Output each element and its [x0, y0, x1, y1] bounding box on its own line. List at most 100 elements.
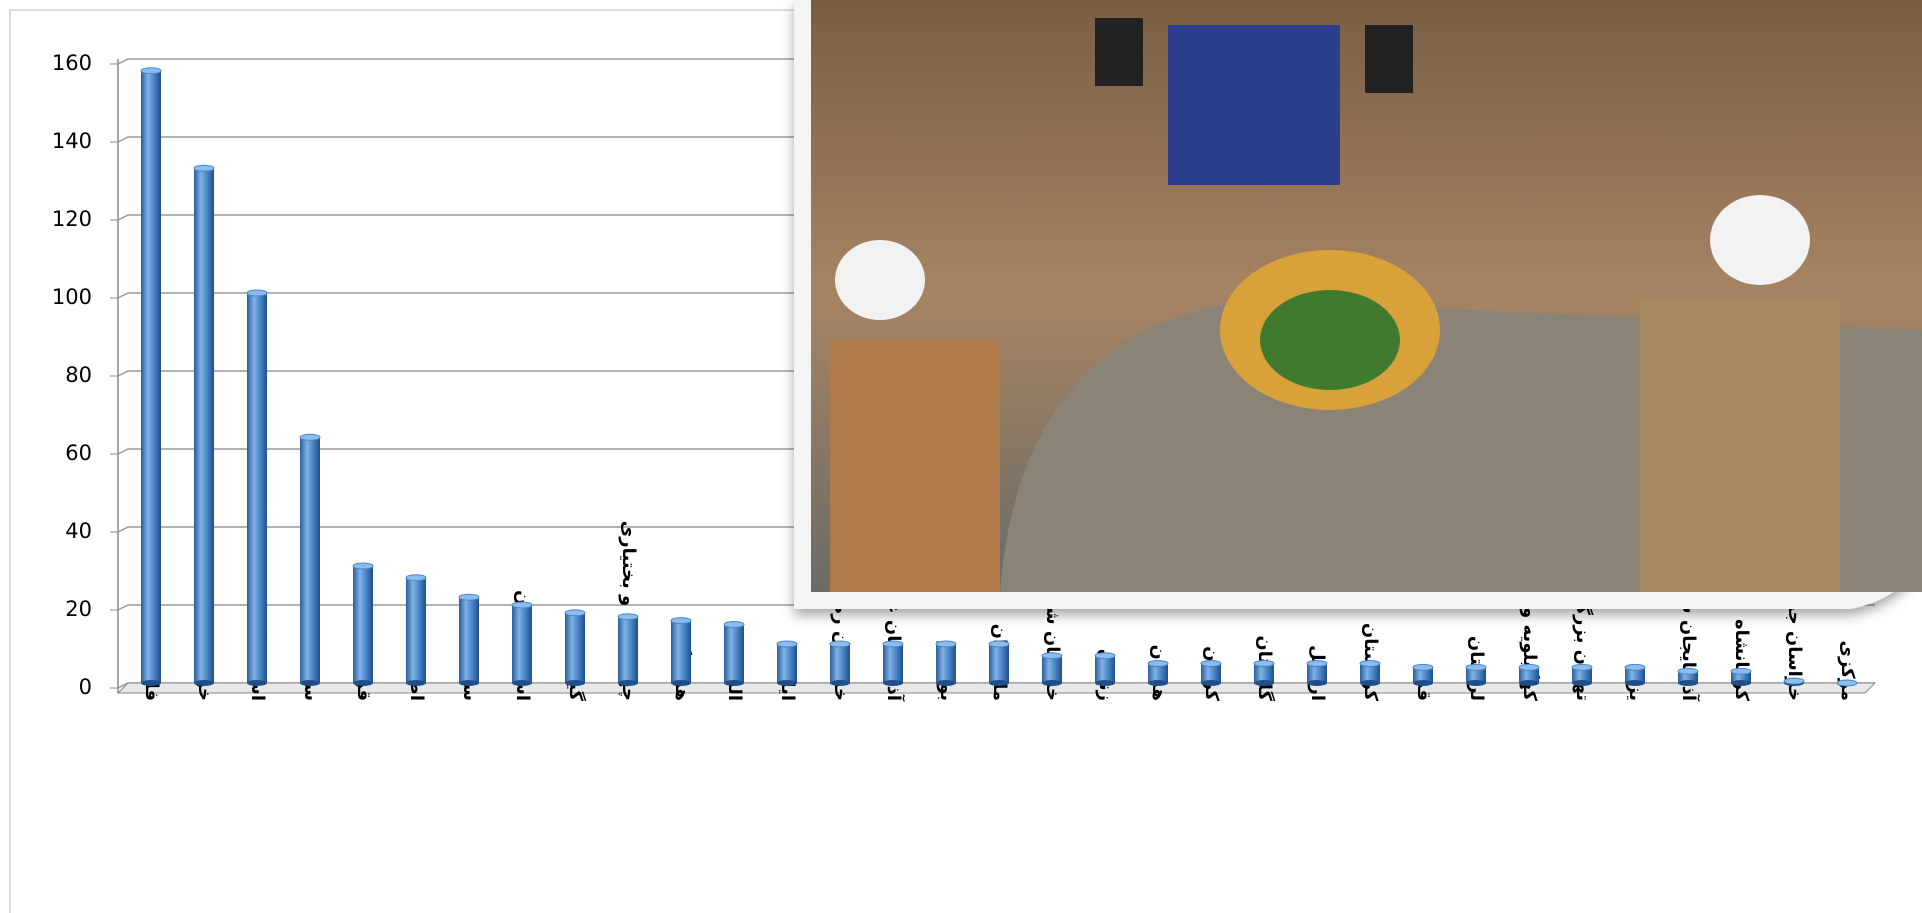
bar-base	[141, 680, 161, 686]
y-tick-label: 100	[52, 285, 92, 309]
bar-base	[1095, 680, 1115, 686]
bar-cap	[1837, 680, 1857, 686]
bar-base	[1625, 680, 1645, 686]
bar	[459, 597, 479, 683]
bar	[512, 605, 532, 683]
bar-base	[1148, 680, 1168, 686]
bar-cap	[1466, 664, 1486, 670]
bar-cap	[194, 165, 214, 171]
bar-base	[671, 680, 691, 686]
bar-base	[1572, 680, 1592, 686]
photo-banner	[1168, 25, 1340, 185]
bar	[141, 71, 161, 683]
photo-chair	[830, 340, 1000, 592]
photo-portrait	[1095, 18, 1143, 86]
y-tick-label: 60	[65, 441, 92, 465]
x-tick-label: کرمانشاه	[1731, 619, 1752, 702]
bar-base	[459, 680, 479, 686]
photo	[794, 0, 1922, 609]
bar-base	[830, 680, 850, 686]
x-tick-label: مرکزی	[1837, 640, 1858, 701]
y-tick-label: 0	[79, 675, 92, 699]
bar	[565, 613, 585, 683]
bar-base	[1254, 680, 1274, 686]
y-tick-label: 40	[65, 519, 92, 543]
bar	[671, 621, 691, 683]
y-tick-label: 80	[65, 363, 92, 387]
bar-base	[1678, 680, 1698, 686]
bar	[618, 617, 638, 683]
bar	[247, 293, 267, 683]
bar-cap	[1784, 678, 1804, 684]
bar-cap	[512, 602, 532, 608]
y-tick-label: 120	[52, 207, 92, 231]
bar-base	[1519, 680, 1539, 686]
bar-cap	[883, 641, 903, 647]
bar-cap	[724, 622, 744, 628]
bar-cap	[1254, 661, 1274, 667]
bar-cap	[1625, 664, 1645, 670]
bar	[194, 168, 214, 683]
bar	[300, 437, 320, 683]
bar-base	[724, 680, 744, 686]
bar-cap	[141, 68, 161, 74]
bar-cap	[671, 618, 691, 624]
bar-base	[1466, 680, 1486, 686]
bar-base	[883, 680, 903, 686]
bar	[936, 644, 956, 683]
bar-base	[1413, 680, 1433, 686]
bar	[830, 644, 850, 683]
bar-cap	[777, 641, 797, 647]
bar-base	[1042, 680, 1062, 686]
bar-cap	[459, 594, 479, 600]
bar-cap	[1201, 661, 1221, 667]
bar-cap	[353, 563, 373, 569]
bar-base	[194, 680, 214, 686]
bar-base	[1360, 680, 1380, 686]
y-tick-label: 140	[52, 129, 92, 153]
bar-base	[353, 680, 373, 686]
y-tick-label: 160	[52, 51, 92, 75]
bar-cap	[300, 434, 320, 440]
bar-base	[1201, 680, 1221, 686]
bar-base	[936, 680, 956, 686]
bar-cap	[936, 641, 956, 647]
bar-cap	[618, 614, 638, 620]
page: {"chart_data": {"type": "bar", "categori…	[0, 0, 1922, 913]
bar-cap	[830, 641, 850, 647]
bar-cap	[1731, 668, 1751, 674]
bar	[724, 625, 744, 684]
photo-person	[835, 240, 925, 320]
bar-cap	[1519, 664, 1539, 670]
bar	[1042, 656, 1062, 683]
bar-base	[247, 680, 267, 686]
bar	[883, 644, 903, 683]
bar	[406, 578, 426, 683]
chart: 020406080100120140160فارسخوزستاناساتید خ…	[0, 0, 1922, 913]
bar-base	[512, 680, 532, 686]
bar	[989, 644, 1009, 683]
bar-cap	[1572, 664, 1592, 670]
bar-base	[1731, 680, 1751, 686]
bar-cap	[1042, 653, 1062, 659]
bar-base	[989, 680, 1009, 686]
bar-base	[777, 680, 797, 686]
y-tick-label: 20	[65, 597, 92, 621]
bar	[777, 644, 797, 683]
bar	[1095, 656, 1115, 683]
bar-cap	[989, 641, 1009, 647]
photo-person	[1640, 300, 1840, 592]
bar-cap	[1307, 661, 1327, 667]
bar-cap	[1360, 661, 1380, 667]
bar-cap	[1413, 664, 1433, 670]
bar-base	[618, 680, 638, 686]
bar-base	[1307, 680, 1327, 686]
bar-base	[300, 680, 320, 686]
bar-cap	[1678, 668, 1698, 674]
bar-cap	[406, 575, 426, 581]
bar-cap	[1095, 653, 1115, 659]
bar	[353, 566, 373, 683]
bar-cap	[1148, 661, 1168, 667]
photo-person	[1710, 195, 1810, 285]
photo-leaves	[1260, 290, 1400, 390]
